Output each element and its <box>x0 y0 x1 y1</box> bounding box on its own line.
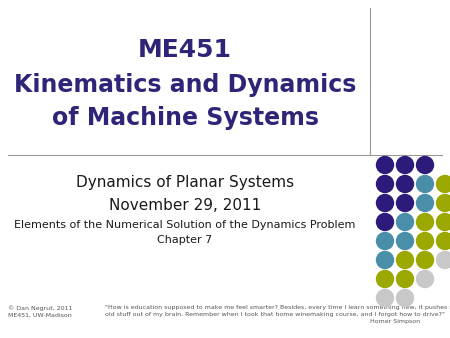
Circle shape <box>436 233 450 249</box>
Circle shape <box>377 233 393 249</box>
Circle shape <box>377 175 393 193</box>
Circle shape <box>377 194 393 212</box>
Circle shape <box>377 156 393 173</box>
Circle shape <box>396 290 414 307</box>
Text: "How is education supposed to make me feel smarter? Besides, every time I learn : "How is education supposed to make me fe… <box>105 305 450 310</box>
Circle shape <box>377 251 393 268</box>
Text: of Machine Systems: of Machine Systems <box>51 106 319 130</box>
Circle shape <box>396 175 414 193</box>
Circle shape <box>396 270 414 288</box>
Text: Kinematics and Dynamics: Kinematics and Dynamics <box>14 73 356 97</box>
Text: old stuff out of my brain. Remember when I took that home winemaking course, and: old stuff out of my brain. Remember when… <box>105 312 445 317</box>
Circle shape <box>396 233 414 249</box>
Circle shape <box>396 194 414 212</box>
Circle shape <box>396 156 414 173</box>
Circle shape <box>417 175 433 193</box>
Text: © Dan Negrut, 2011
ME451, UW-Madison: © Dan Negrut, 2011 ME451, UW-Madison <box>8 305 72 318</box>
Circle shape <box>377 290 393 307</box>
Circle shape <box>436 194 450 212</box>
Text: Dynamics of Planar Systems: Dynamics of Planar Systems <box>76 174 294 190</box>
Circle shape <box>417 156 433 173</box>
Circle shape <box>436 175 450 193</box>
Circle shape <box>396 214 414 231</box>
Circle shape <box>377 214 393 231</box>
Circle shape <box>417 214 433 231</box>
Circle shape <box>417 233 433 249</box>
Text: Elements of the Numerical Solution of the Dynamics Problem: Elements of the Numerical Solution of th… <box>14 220 356 230</box>
Text: Homer Simpson: Homer Simpson <box>370 319 420 324</box>
Circle shape <box>396 251 414 268</box>
Circle shape <box>417 251 433 268</box>
Text: Chapter 7: Chapter 7 <box>158 235 212 245</box>
Text: ME451: ME451 <box>138 38 232 62</box>
Circle shape <box>436 251 450 268</box>
Circle shape <box>377 270 393 288</box>
Circle shape <box>436 214 450 231</box>
Circle shape <box>417 270 433 288</box>
Circle shape <box>417 194 433 212</box>
Text: November 29, 2011: November 29, 2011 <box>109 197 261 213</box>
